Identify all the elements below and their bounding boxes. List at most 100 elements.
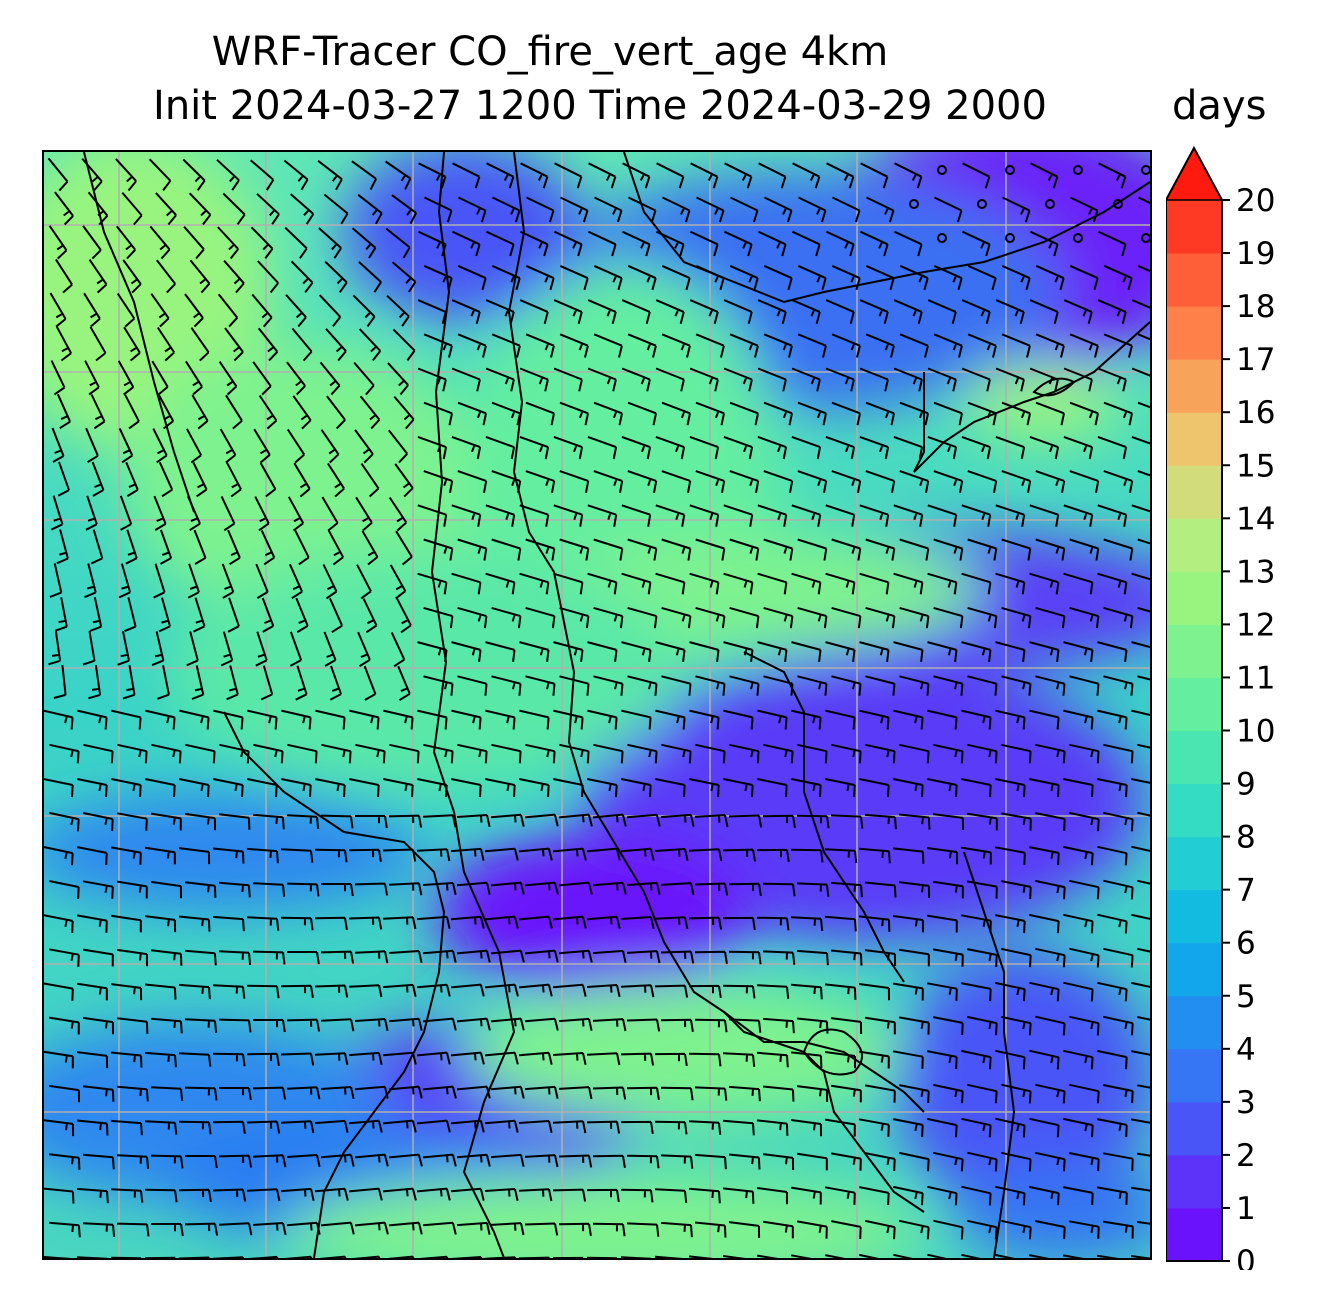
wind-barb (225, 394, 243, 430)
wind-barb (122, 259, 142, 294)
wind-barb (151, 1223, 184, 1237)
wind-barb (961, 778, 992, 798)
wind-barb (49, 292, 67, 328)
wind-barb (763, 606, 794, 629)
wind-barb (1103, 1015, 1134, 1036)
wind-barb (893, 641, 924, 663)
wind-barb (1097, 981, 1128, 1002)
wind-barb (627, 333, 657, 358)
wind-barb (722, 1187, 755, 1204)
wind-barb (1029, 572, 1060, 595)
wind-barb (729, 401, 759, 426)
wind-barb (620, 1120, 654, 1135)
wind-barb (490, 813, 525, 827)
wind-barb (660, 1154, 694, 1169)
colorbar-band (1166, 942, 1222, 997)
wind-barb (654, 1052, 688, 1067)
wind-barb (356, 564, 372, 600)
wind-barb (859, 230, 889, 257)
wind-barb (451, 435, 482, 460)
wind-barb (553, 504, 584, 527)
wind-barb (688, 848, 723, 862)
wind-barb (219, 1087, 252, 1101)
wind-barb (525, 949, 559, 963)
wind-barb (1069, 879, 1100, 900)
wind-barb (1069, 538, 1100, 561)
wind-barb (722, 916, 756, 931)
wind-barb (559, 881, 593, 895)
wind-barb (593, 675, 624, 696)
wind-barb (825, 572, 856, 595)
wind-barb (756, 1119, 789, 1136)
wind-barb (859, 1253, 879, 1258)
calm-wind-marker (1141, 165, 1150, 175)
wind-barb (628, 196, 657, 223)
wind-barb (593, 881, 627, 895)
wind-barb (389, 1221, 423, 1235)
wind-barb (246, 984, 280, 999)
wind-barb (620, 1256, 652, 1258)
wind-barb (593, 538, 624, 561)
wind-barb (694, 1018, 728, 1033)
wind-barb (457, 264, 487, 291)
wind-barb (158, 597, 171, 633)
wind-barb (187, 563, 200, 599)
wind-barb (1103, 470, 1134, 493)
wind-barb (791, 435, 822, 460)
calm-wind-marker (937, 165, 947, 175)
wind-barb (82, 1016, 114, 1035)
wind-barb (995, 846, 1026, 865)
wind-barb (257, 327, 279, 362)
wind-barb (621, 367, 651, 392)
wind-barb (723, 504, 754, 527)
wind-barb (178, 1120, 212, 1135)
wind-barb (44, 982, 74, 1001)
wind-barb (423, 401, 453, 426)
wind-barb (327, 462, 345, 498)
wind-barb (150, 1154, 184, 1169)
wind-barb (927, 641, 958, 663)
wind-barb (592, 1086, 627, 1100)
wind-barb (185, 949, 217, 966)
wind-barb (723, 230, 753, 257)
wind-barb (559, 813, 593, 827)
colorbar-tick-label: 7 (1236, 873, 1256, 909)
wind-barb (355, 1221, 389, 1235)
wind-barb (314, 984, 349, 998)
wind-barb (696, 196, 725, 223)
wind-barb (50, 495, 64, 531)
wind-barb (791, 1186, 822, 1205)
wind-barb (124, 394, 140, 430)
wind-barb (1137, 947, 1150, 953)
wind-barb (388, 429, 408, 464)
wind-barb (995, 367, 1025, 392)
wind-barb (354, 882, 389, 896)
wind-barb (927, 572, 958, 595)
wind-barb (797, 606, 828, 629)
wind-barb (757, 709, 788, 730)
wind-barb (797, 743, 828, 764)
wind-barb (89, 326, 107, 362)
wind-barb (621, 847, 655, 861)
wind-barb (995, 1253, 1015, 1258)
wind-barb (825, 1118, 856, 1137)
wind-barb (831, 264, 861, 291)
wind-barb (790, 1051, 823, 1068)
wind-barb (620, 1188, 654, 1203)
wind-barb (587, 230, 617, 257)
wind-barb (1103, 401, 1133, 426)
wind-barb (77, 982, 108, 1001)
wind-barb (314, 1052, 349, 1066)
wind-barb (1035, 675, 1066, 696)
wind-barb (49, 880, 80, 900)
wind-barb (221, 563, 235, 599)
wind-barb (227, 597, 240, 633)
wind-barb (451, 915, 485, 929)
wind-barb (246, 1120, 281, 1134)
wind-barb (995, 1049, 1026, 1070)
wind-barb (416, 848, 451, 862)
wind-barb (587, 504, 618, 527)
wind-barb (451, 1187, 485, 1201)
wind-barb (621, 504, 652, 527)
wind-barb (995, 778, 1026, 798)
